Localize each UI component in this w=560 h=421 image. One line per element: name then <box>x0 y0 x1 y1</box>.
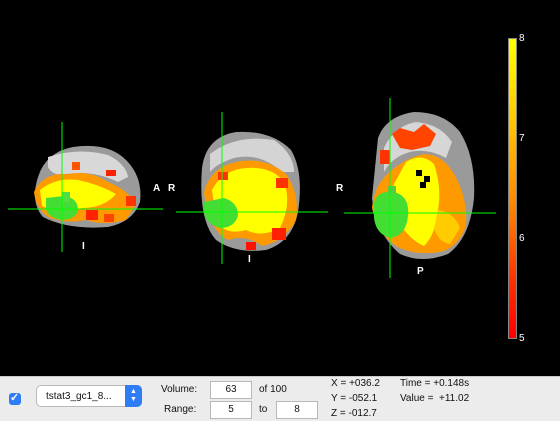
orientation-posterior: P <box>417 266 424 277</box>
coord-z: Z = -012.7 <box>331 408 377 419</box>
range-max-input[interactable]: 8 <box>276 401 318 419</box>
colorbar-tick-6: 6 <box>519 233 525 244</box>
checkmark-icon: ✓ <box>10 391 19 404</box>
orientation-inferior: I <box>82 241 85 252</box>
range-min-input[interactable]: 5 <box>210 401 252 419</box>
colorbar-tick-7: 7 <box>519 133 525 144</box>
overlay-checkbox[interactable]: ✓ <box>9 393 21 405</box>
time-readout: Time = +0.148s <box>400 378 469 389</box>
colorbar <box>508 38 517 339</box>
coronal-view[interactable] <box>176 112 328 264</box>
colorbar-max-label: 8 <box>519 33 525 44</box>
colorbar-min-label: 5 <box>519 333 525 344</box>
volume-total: of 100 <box>259 384 287 395</box>
overlay-file-name: tstat3_gc1_8... <box>46 391 112 402</box>
axial-view[interactable] <box>344 98 496 278</box>
brain-viewer[interactable]: A I R I <box>0 0 560 376</box>
value-readout: Value = +11.02 <box>400 393 469 404</box>
orientation-right-axial: R <box>336 183 343 194</box>
volume-input[interactable]: 63 <box>210 381 252 399</box>
range-to-label: to <box>259 404 267 415</box>
select-arrows-icon: ▲ ▼ <box>125 385 142 407</box>
orientation-inferior-coronal: I <box>248 254 251 265</box>
volume-label: Volume: <box>161 384 197 395</box>
coord-x: X = +036.2 <box>331 378 380 389</box>
orientation-right: R <box>168 183 175 194</box>
coord-y: Y = -052.1 <box>331 393 377 404</box>
orientation-anterior: A <box>153 183 160 194</box>
control-panel: ✓ tstat3_gc1_8... ▲ ▼ Volume: 63 of 100 R… <box>0 376 560 421</box>
sagittal-view[interactable] <box>8 122 163 252</box>
overlay-file-select[interactable]: tstat3_gc1_8... ▲ ▼ <box>36 385 142 407</box>
range-label: Range: <box>164 404 196 415</box>
